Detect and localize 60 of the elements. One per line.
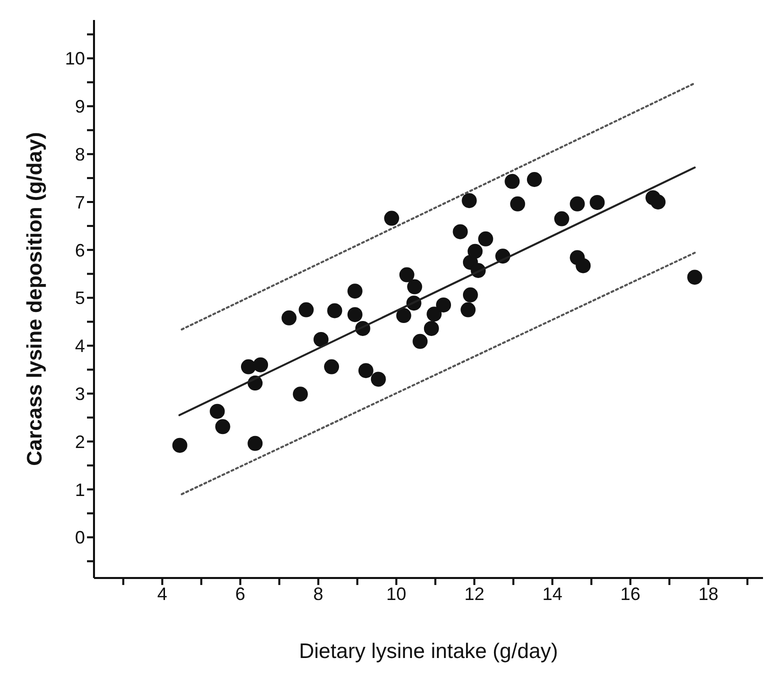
x-tick-label: 10 — [386, 584, 406, 604]
point — [570, 196, 585, 212]
point — [554, 211, 570, 226]
point — [358, 363, 374, 378]
y-tick-label: 1 — [74, 480, 85, 500]
point — [253, 357, 268, 372]
y-axis-title: Carcass lysine deposition (g/day) — [23, 132, 46, 466]
y-tick-label: 10 — [64, 48, 85, 69]
x-axis-title: Dietary lysine intake (g/day) — [298, 640, 558, 663]
point — [370, 372, 386, 387]
point — [314, 332, 329, 347]
point — [650, 194, 666, 210]
point — [590, 194, 605, 210]
point — [172, 438, 188, 453]
point — [215, 419, 230, 434]
x-tick-label: 16 — [620, 584, 640, 604]
point — [576, 258, 591, 274]
y-tick-label: 9 — [74, 96, 85, 117]
y-tick-label: 2 — [74, 432, 85, 452]
y-tick-label: 3 — [74, 384, 85, 404]
point — [240, 359, 256, 374]
x-tick-label: 8 — [313, 584, 324, 604]
point — [460, 302, 476, 318]
y-tick-label: 4 — [74, 336, 85, 356]
point — [510, 196, 526, 212]
point — [407, 279, 422, 294]
point — [436, 297, 452, 312]
point — [248, 436, 263, 451]
point — [324, 359, 340, 374]
x-tick-label: 4 — [157, 584, 168, 604]
point — [399, 267, 414, 282]
point — [424, 320, 439, 336]
y-tick-label: 5 — [74, 288, 85, 308]
point — [462, 193, 477, 208]
y-tick-label: 0 — [74, 528, 85, 548]
point — [347, 284, 362, 299]
point — [298, 302, 314, 318]
x-tick-label: 18 — [698, 584, 718, 604]
point — [412, 334, 428, 349]
x-tick-label: 14 — [542, 584, 562, 604]
y-tick-label: 8 — [74, 144, 85, 164]
point — [396, 308, 412, 324]
point — [462, 287, 478, 302]
point — [292, 386, 308, 402]
point — [347, 307, 362, 322]
point — [426, 306, 442, 322]
point — [327, 303, 342, 318]
point — [468, 244, 483, 259]
point — [282, 310, 297, 326]
point — [687, 270, 702, 285]
point — [504, 174, 520, 189]
point — [478, 231, 494, 246]
x-tick-label: 12 — [464, 584, 484, 604]
point — [452, 224, 468, 240]
y-tick-label: 7 — [74, 192, 85, 212]
point — [384, 210, 400, 226]
y-tick-label: 6 — [74, 240, 85, 260]
point — [526, 172, 542, 187]
x-tick-label: 6 — [235, 584, 246, 604]
point — [210, 404, 225, 419]
